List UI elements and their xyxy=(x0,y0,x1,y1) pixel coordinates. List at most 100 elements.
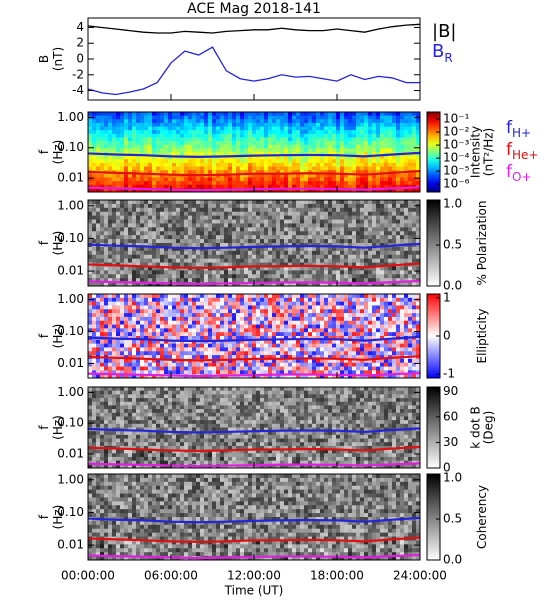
y-tick-label: 0.10 xyxy=(57,231,84,245)
y-tick-label: 0.01 xyxy=(57,264,84,278)
y-tick-label: 1.00 xyxy=(57,472,84,486)
y-axis-label: f(Hz) xyxy=(37,140,65,165)
colorbar-tick-label: 0.0 xyxy=(443,553,462,567)
x-tick-label: 12:00:00 xyxy=(227,569,281,583)
y-tick-label: 1.00 xyxy=(57,292,84,306)
y-axis-label-line: (Hz) xyxy=(51,324,65,349)
y-axis-label: f(Hz) xyxy=(37,231,65,256)
colorbar-label-line: Ellipticity xyxy=(475,309,489,364)
colorbar-label: Ellipticity xyxy=(475,309,489,364)
colorbar-label: Intensity(nT²/Hz) xyxy=(468,126,495,178)
colorbar-label-line: Coherency xyxy=(475,485,489,549)
y-tick-label: -4 xyxy=(72,83,84,97)
legend-item: fHe+ xyxy=(506,140,538,162)
y-tick-label: 0.10 xyxy=(57,505,84,519)
y-tick-label: -2 xyxy=(72,67,84,81)
y-axis-label-line: f xyxy=(37,514,51,519)
colorbar-tick-label: 0.0 xyxy=(443,279,462,293)
y-tick-label: 0.01 xyxy=(57,538,84,552)
legend-item: |B| xyxy=(432,21,456,42)
y-axis-label: f(Hz) xyxy=(37,415,65,440)
y-tick-label: 0.01 xyxy=(57,171,84,185)
colorbar-tick-label: 60 xyxy=(443,409,458,423)
y-tick-label: 4 xyxy=(76,20,84,34)
panel: 1.00 0.10 0.01 f(Hz) 1.0 0.5 0.0 % Polarization xyxy=(37,197,489,293)
spectrogram-image xyxy=(88,387,421,469)
series-line xyxy=(87,354,421,362)
colorbar-tick-label: 10⁻⁶ xyxy=(443,177,470,191)
legend-name: f xyxy=(506,118,513,138)
colorbar-tick-label: -1 xyxy=(443,367,455,381)
y-axis-label-line: f xyxy=(37,149,51,154)
colorbar-label-line: k dot B xyxy=(468,406,482,448)
y-axis-label: f(Hz) xyxy=(37,324,65,349)
spectrogram-image xyxy=(88,474,421,561)
colorbar-tick-label: 0 xyxy=(443,329,451,343)
colorbar-tick-label: 90 xyxy=(443,384,458,398)
y-tick-label: 0.01 xyxy=(57,356,84,370)
panel: 1.00 0.10 0.01 f(Hz) 1 0 -1 Ellipticity xyxy=(37,290,489,380)
panel: 1.000.100.01f(Hz)fH+fHe+fO+10⁻¹10⁻²10⁻³1… xyxy=(37,110,538,193)
legend-name: |B| xyxy=(432,21,456,42)
colorbar-tick-label: 10⁻³ xyxy=(443,138,470,152)
x-tick-label: 24:00:00 xyxy=(393,569,447,583)
series-line xyxy=(87,151,421,159)
series-line xyxy=(87,427,421,434)
colorbar-label-line: % Polarization xyxy=(475,201,489,286)
colorbar-label-line: Intensity xyxy=(468,126,482,178)
y-tick-label: 0.10 xyxy=(57,324,84,338)
series-line xyxy=(87,46,420,96)
legend-item: BR xyxy=(432,41,453,65)
colorbar-tick-label: 0.5 xyxy=(443,238,462,252)
colorbar-tick-label: 10⁻¹ xyxy=(443,112,470,126)
colorbar xyxy=(426,199,441,287)
series-line xyxy=(87,170,421,177)
series-line xyxy=(87,536,421,544)
panel: 1.00 0.10 0.01 f(Hz) 90 60 30 0 k dot B(Deg) xyxy=(37,384,496,475)
series-line xyxy=(87,445,421,453)
colorbar-tick-label: 30 xyxy=(443,435,458,449)
colorbar xyxy=(426,473,441,561)
legend-item: fH+ xyxy=(506,118,531,140)
y-tick-label: 1.00 xyxy=(57,385,84,399)
colorbar-tick-label: 0 xyxy=(443,461,451,475)
colorbar-tick-label: 10⁻⁴ xyxy=(443,151,470,165)
panel: 1.000.100.01f(Hz)00:00:00 06:00:00 12:00:0… xyxy=(37,94,489,598)
spectrogram-image xyxy=(88,112,421,193)
y-axis-label-line: (nT) xyxy=(51,47,65,71)
colorbar xyxy=(426,386,441,469)
colorbar-tick-label: 1.0 xyxy=(443,471,462,485)
y-axis-label-line: (Hz) xyxy=(51,415,65,440)
colorbar-tick-label: 1 xyxy=(443,290,451,304)
y-axis-label: B(nT) xyxy=(37,47,65,71)
series-line xyxy=(87,23,421,34)
spectrogram-image xyxy=(88,200,421,287)
legend-subscript: O+ xyxy=(512,170,532,184)
y-axis-label-line: (Hz) xyxy=(51,231,65,256)
series-line xyxy=(87,335,421,343)
legend-name: B xyxy=(432,41,444,62)
y-tick-label: 0.10 xyxy=(57,140,84,154)
x-tick-label: 00:00:00 xyxy=(61,569,115,583)
legend-subscript: R xyxy=(444,51,452,65)
y-tick-label: 1.00 xyxy=(57,198,84,212)
y-axis-label-line: B xyxy=(37,55,51,63)
y-tick-label: 0.10 xyxy=(57,416,84,430)
chart-title: ACE Mag 2018-141 xyxy=(187,1,321,17)
y-tick-label: 1.00 xyxy=(57,110,84,124)
series-line xyxy=(87,242,421,250)
y-axis-label-line: (Hz) xyxy=(51,140,65,165)
colorbar-tick-label: 1.0 xyxy=(443,197,462,211)
legend-subscript: He+ xyxy=(512,148,538,162)
legend-name: f xyxy=(506,140,513,160)
y-axis-label-line: f xyxy=(37,240,51,245)
y-axis-label-line: (Hz) xyxy=(51,505,65,530)
y-axis-label-line: f xyxy=(37,333,51,338)
colorbar-label: k dot B(Deg) xyxy=(468,406,495,448)
colorbar-tick-label: 10⁻² xyxy=(443,125,470,139)
legend-item: fO+ xyxy=(506,162,532,184)
colorbar-tick-label: 0.5 xyxy=(443,512,462,526)
legend-subscript: H+ xyxy=(512,126,531,140)
y-tick-label: 0.01 xyxy=(57,446,84,460)
